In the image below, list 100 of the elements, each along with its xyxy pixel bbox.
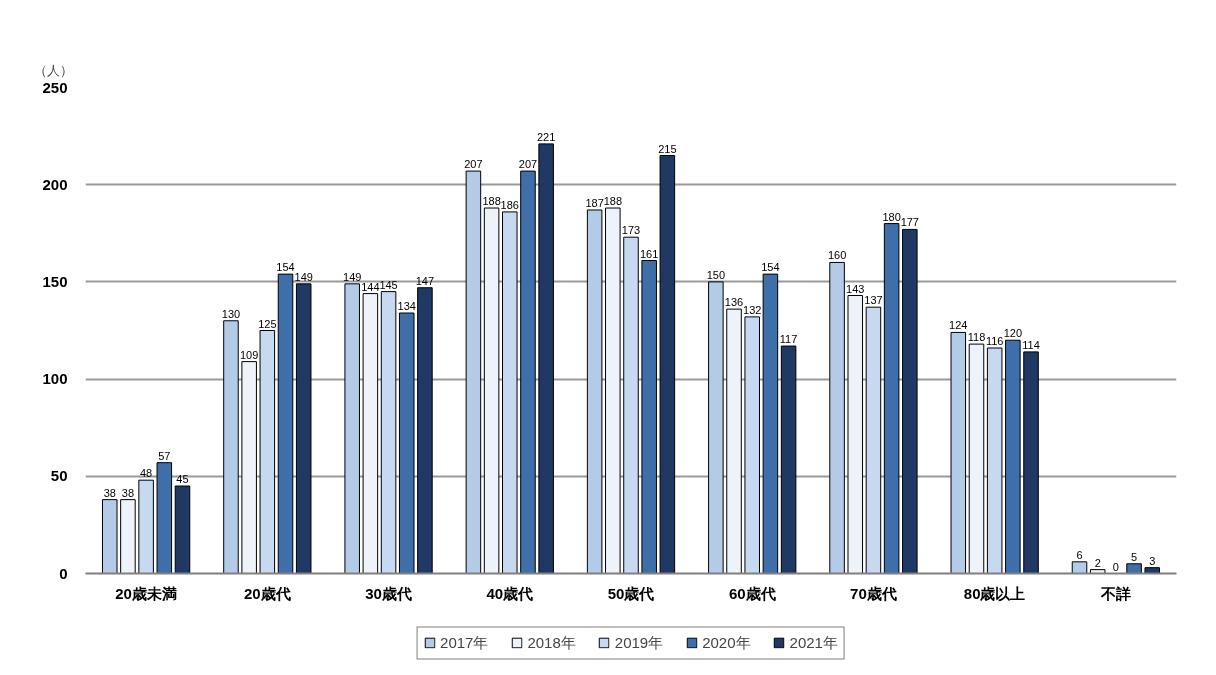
data-label: 2 (1094, 556, 1101, 569)
bar (1126, 563, 1142, 574)
bar (847, 295, 864, 574)
bar (780, 345, 797, 574)
bar (1144, 567, 1161, 574)
data-label: 186 (500, 198, 519, 211)
y-tick-label: 250 (42, 78, 68, 96)
data-label: 38 (103, 486, 116, 499)
bar (1005, 339, 1021, 574)
bar (520, 170, 536, 574)
x-tick-label: 20歳未満 (115, 584, 177, 602)
bar (259, 330, 276, 574)
bar (586, 209, 603, 574)
bar (641, 260, 657, 574)
bar (483, 207, 500, 574)
data-label: 109 (239, 348, 259, 361)
data-label: 48 (139, 467, 153, 480)
data-label: 173 (621, 224, 641, 237)
bar (156, 462, 173, 574)
x-tick-label: 40歳代 (486, 584, 534, 602)
bar (277, 273, 294, 574)
data-label: 154 (761, 261, 780, 274)
data-label: 188 (482, 195, 501, 208)
x-tick-label: 20歳代 (243, 584, 291, 602)
data-label: 3 (1149, 554, 1156, 567)
data-label: 187 (585, 196, 604, 209)
bar (708, 281, 724, 574)
bar (362, 293, 379, 574)
data-label: 45 (176, 473, 189, 486)
bar (968, 343, 985, 574)
bar (120, 499, 136, 574)
bar (344, 283, 360, 574)
bar (538, 143, 554, 574)
bar (241, 361, 257, 574)
data-label: 137 (864, 294, 883, 307)
bar (902, 228, 918, 574)
data-label: 150 (706, 268, 726, 281)
data-label: 114 (1022, 338, 1040, 351)
data-label: 147 (415, 274, 435, 287)
legend-label: 2019年 (614, 633, 664, 652)
bar (1023, 351, 1039, 574)
data-label: 117 (779, 333, 798, 346)
data-label: 38 (121, 486, 135, 499)
data-label: 125 (258, 317, 277, 330)
bar (986, 347, 1003, 574)
bar (950, 331, 967, 574)
data-label: 120 (1003, 327, 1023, 340)
bar (744, 316, 760, 574)
x-tick-label: 不詳 (1099, 584, 1131, 602)
data-label: 118 (967, 331, 986, 344)
bar (417, 287, 433, 574)
data-label: 130 (221, 307, 241, 320)
data-label: 124 (949, 319, 968, 332)
data-label: 143 (846, 282, 865, 295)
y-tick-label: 0 (59, 564, 68, 582)
bar (726, 308, 742, 574)
bar (1089, 569, 1106, 574)
data-label: 5 (1131, 550, 1138, 563)
data-label: 116 (985, 335, 1004, 347)
data-label: 57 (158, 449, 171, 462)
data-label: 144 (361, 280, 380, 293)
data-label: 207 (464, 158, 483, 171)
x-tick-label: 60歳代 (728, 584, 776, 602)
bar (101, 499, 118, 574)
data-label: 221 (536, 130, 556, 143)
y-tick-label: 150 (42, 272, 68, 290)
y-axis-title: （人） (33, 62, 73, 78)
bar (174, 485, 191, 574)
bar (295, 283, 312, 574)
legend-label: 2020年 (702, 633, 751, 652)
data-label: 215 (658, 142, 677, 155)
bar (502, 211, 518, 574)
bar (865, 306, 882, 574)
bar (659, 155, 676, 574)
legend-label: 2021年 (789, 633, 838, 652)
data-label: 6 (1076, 548, 1083, 561)
bar (398, 312, 415, 574)
data-label: 145 (379, 278, 398, 291)
legend-label: 2018年 (527, 633, 576, 652)
bar (883, 223, 900, 574)
y-tick-label: 50 (50, 467, 68, 485)
x-tick-label: 50歳代 (607, 584, 655, 602)
data-label: 136 (724, 296, 744, 309)
data-label: 149 (343, 270, 362, 283)
data-label: 0 (1112, 560, 1119, 573)
data-label: 188 (603, 195, 622, 208)
bar (1071, 561, 1088, 574)
data-label: 160 (827, 249, 847, 262)
data-label: 154 (276, 261, 295, 274)
bar (380, 291, 397, 574)
x-tick-label: 30歳代 (365, 584, 412, 602)
bar (138, 479, 154, 574)
bar (623, 236, 639, 574)
legend-label: 2017年 (440, 633, 489, 652)
x-tick-label: 70歳代 (850, 584, 897, 602)
y-tick-label: 200 (42, 175, 68, 193)
data-label: 180 (882, 210, 901, 223)
bar (762, 273, 779, 574)
data-label: 149 (294, 270, 313, 283)
data-label: 132 (743, 303, 762, 316)
